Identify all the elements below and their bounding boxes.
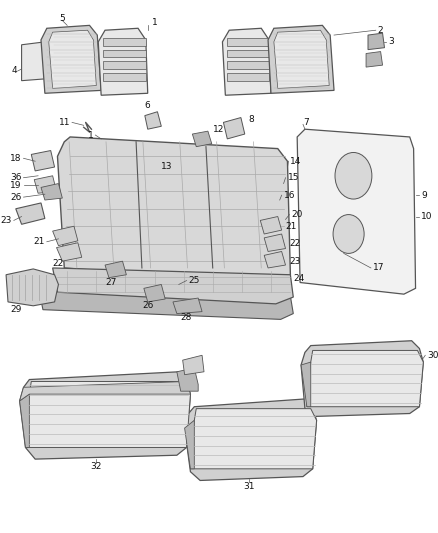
Polygon shape xyxy=(57,243,82,261)
Text: 12: 12 xyxy=(213,125,224,134)
Text: 17: 17 xyxy=(373,263,385,272)
Polygon shape xyxy=(98,28,148,95)
Polygon shape xyxy=(268,26,334,93)
Polygon shape xyxy=(183,356,204,375)
Text: 31: 31 xyxy=(243,482,254,491)
Text: 22: 22 xyxy=(53,259,64,268)
Text: 23: 23 xyxy=(290,257,301,265)
Polygon shape xyxy=(31,150,55,171)
Text: 10: 10 xyxy=(421,212,433,221)
Polygon shape xyxy=(105,261,127,278)
Polygon shape xyxy=(264,234,286,252)
Ellipse shape xyxy=(335,152,372,199)
Polygon shape xyxy=(20,394,29,448)
Ellipse shape xyxy=(333,215,364,253)
Text: 9: 9 xyxy=(421,191,427,200)
Text: 21: 21 xyxy=(286,222,297,231)
Polygon shape xyxy=(260,216,282,234)
Polygon shape xyxy=(184,421,194,469)
Polygon shape xyxy=(53,226,78,246)
Polygon shape xyxy=(297,129,416,294)
Text: 16: 16 xyxy=(283,191,295,200)
Text: 25: 25 xyxy=(188,276,200,285)
Text: 21: 21 xyxy=(33,237,45,246)
Polygon shape xyxy=(57,137,290,285)
Polygon shape xyxy=(191,409,317,469)
Polygon shape xyxy=(173,298,202,313)
Text: 24: 24 xyxy=(293,274,304,283)
Text: 18: 18 xyxy=(10,154,21,163)
Polygon shape xyxy=(25,382,191,448)
Polygon shape xyxy=(41,183,62,200)
Polygon shape xyxy=(41,26,101,93)
Text: 7: 7 xyxy=(303,118,309,127)
Polygon shape xyxy=(6,269,58,306)
Polygon shape xyxy=(144,285,165,302)
Polygon shape xyxy=(307,350,423,407)
Text: 32: 32 xyxy=(91,463,102,471)
Text: 29: 29 xyxy=(10,305,21,314)
Polygon shape xyxy=(192,131,212,147)
Polygon shape xyxy=(274,30,329,88)
Text: 22: 22 xyxy=(290,239,300,248)
Text: 1: 1 xyxy=(88,131,93,140)
Text: 6: 6 xyxy=(145,101,151,110)
Polygon shape xyxy=(53,268,293,304)
Text: 15: 15 xyxy=(287,173,299,182)
Polygon shape xyxy=(49,30,96,88)
Polygon shape xyxy=(227,61,269,69)
Text: 5: 5 xyxy=(60,14,65,23)
Polygon shape xyxy=(184,399,317,480)
Text: 11: 11 xyxy=(59,118,70,127)
Polygon shape xyxy=(227,38,269,46)
Polygon shape xyxy=(264,252,286,268)
Polygon shape xyxy=(301,341,423,416)
Polygon shape xyxy=(21,42,47,80)
Text: 1: 1 xyxy=(152,18,157,27)
Text: 20: 20 xyxy=(291,210,303,219)
Polygon shape xyxy=(366,52,382,67)
Text: 26: 26 xyxy=(142,301,153,310)
Polygon shape xyxy=(16,203,45,224)
Polygon shape xyxy=(20,382,191,401)
Polygon shape xyxy=(177,368,198,391)
Text: 28: 28 xyxy=(181,313,192,322)
Polygon shape xyxy=(34,176,57,193)
Text: 14: 14 xyxy=(290,157,302,166)
Polygon shape xyxy=(227,50,269,58)
Text: 23: 23 xyxy=(0,216,12,225)
Text: 26: 26 xyxy=(10,192,21,201)
Polygon shape xyxy=(39,290,293,319)
Text: 13: 13 xyxy=(161,161,173,171)
Text: 2: 2 xyxy=(378,26,383,35)
Polygon shape xyxy=(20,372,191,459)
Polygon shape xyxy=(301,362,311,407)
Polygon shape xyxy=(103,38,146,46)
Text: 8: 8 xyxy=(249,115,254,124)
Text: 19: 19 xyxy=(10,181,21,190)
Text: 30: 30 xyxy=(427,351,438,360)
Text: 4: 4 xyxy=(12,67,18,76)
Text: 36: 36 xyxy=(10,173,21,182)
Polygon shape xyxy=(103,50,146,58)
Polygon shape xyxy=(103,73,146,80)
Polygon shape xyxy=(223,118,245,139)
Text: 3: 3 xyxy=(389,37,394,46)
Polygon shape xyxy=(103,61,146,69)
Polygon shape xyxy=(368,33,385,50)
Polygon shape xyxy=(145,112,161,129)
Polygon shape xyxy=(227,73,269,80)
Text: 27: 27 xyxy=(105,278,117,287)
Polygon shape xyxy=(223,28,271,95)
